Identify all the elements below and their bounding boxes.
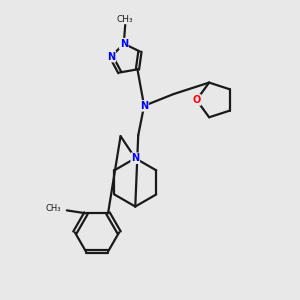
Text: N: N bbox=[107, 52, 115, 61]
Text: CH₃: CH₃ bbox=[117, 15, 134, 24]
Text: N: N bbox=[140, 101, 148, 111]
Text: N: N bbox=[120, 39, 128, 49]
Text: N: N bbox=[131, 153, 139, 163]
Text: O: O bbox=[192, 95, 201, 105]
Text: CH₃: CH₃ bbox=[45, 204, 61, 213]
